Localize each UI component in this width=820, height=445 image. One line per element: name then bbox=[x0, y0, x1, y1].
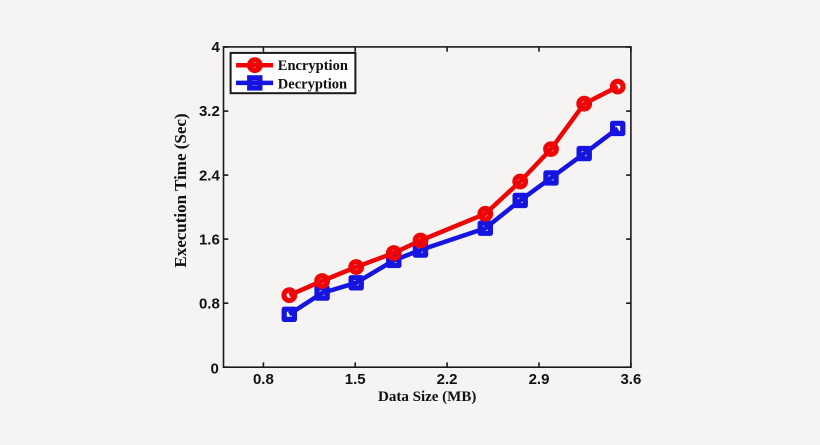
svg-text:Decryption: Decryption bbox=[278, 77, 347, 93]
svg-text:1.5: 1.5 bbox=[345, 371, 366, 388]
svg-text:3.2: 3.2 bbox=[199, 103, 220, 120]
svg-text:0: 0 bbox=[210, 361, 218, 378]
svg-text:Encryption: Encryption bbox=[278, 58, 348, 74]
svg-text:2.4: 2.4 bbox=[199, 167, 221, 184]
svg-text:0.8: 0.8 bbox=[199, 296, 220, 313]
svg-text:1.6: 1.6 bbox=[199, 232, 220, 249]
svg-text:4: 4 bbox=[211, 39, 220, 56]
svg-text:3.6: 3.6 bbox=[620, 371, 641, 388]
svg-text:2.9: 2.9 bbox=[529, 371, 550, 388]
svg-text:Data Size (MB): Data Size (MB) bbox=[378, 389, 476, 405]
svg-text:Execution Time (Sec): Execution Time (Sec) bbox=[171, 113, 190, 267]
svg-text:2.2: 2.2 bbox=[437, 371, 458, 388]
svg-text:0.8: 0.8 bbox=[253, 371, 274, 388]
